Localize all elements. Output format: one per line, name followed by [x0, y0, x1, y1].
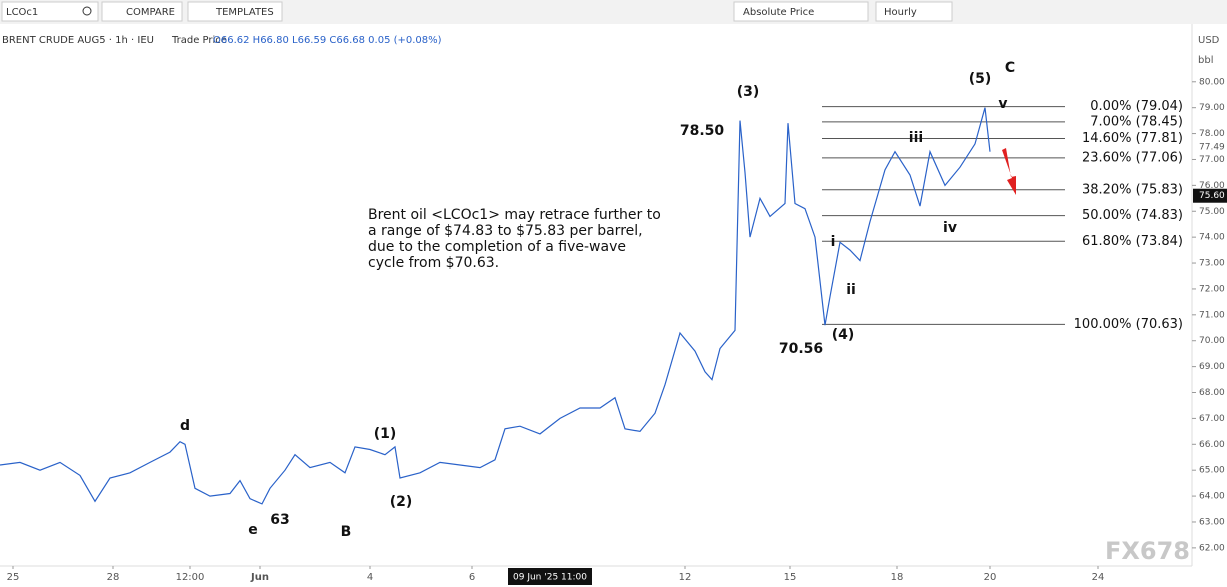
x-tick-label: 12:00 — [176, 572, 205, 583]
symbol[interactable]: LCOc1 — [6, 7, 38, 18]
y-tick-label: 64.00 — [1199, 492, 1225, 502]
x-tick-label: 20 — [984, 572, 997, 583]
x-tick-label: 28 — [107, 572, 120, 583]
y-tick-label: 77.00 — [1199, 155, 1225, 165]
y-tick-label: 68.00 — [1199, 388, 1225, 398]
fib-label: 7.00% (78.45) — [1090, 114, 1183, 129]
wave-label: (2) — [390, 494, 413, 510]
y-tick-label: 66.00 — [1199, 440, 1225, 450]
price-line — [0, 107, 991, 505]
wave-label: 78.50 — [680, 123, 725, 139]
note-line: due to the completion of a five-wave — [368, 239, 626, 255]
compare[interactable]: COMPARE — [126, 7, 175, 18]
y-tick-label: 76.00 — [1199, 181, 1225, 191]
legend-price-type: Trade Price — [171, 35, 227, 46]
marker-price: 77.49 — [1199, 142, 1225, 152]
templates[interactable]: TEMPLATES — [215, 7, 274, 18]
price-mode-select[interactable] — [733, 1, 869, 22]
y-tick-label: 75.00 — [1199, 207, 1225, 217]
wave-label: 70.56 — [779, 341, 823, 357]
legend-title: BRENT CRUDE AUG5 · 1h · IEU — [2, 35, 154, 46]
wave-label: (3) — [737, 84, 760, 100]
y-tick-label: 78.00 — [1199, 129, 1225, 139]
symbol-box[interactable] — [1, 1, 99, 22]
wave-label: d — [180, 418, 190, 434]
y-tick-label: 69.00 — [1199, 362, 1225, 372]
y-tick-label: 73.00 — [1199, 259, 1225, 269]
wave-label: i — [831, 234, 836, 250]
fib-label: 23.60% (77.06) — [1082, 150, 1183, 165]
y-tick-label: 74.00 — [1199, 233, 1225, 243]
toolbar — [0, 0, 1227, 24]
wave-label: C — [1005, 60, 1015, 76]
wave-label: e — [248, 522, 258, 538]
wave-label: iii — [909, 130, 923, 146]
note-line: cycle from $70.63. — [368, 255, 499, 271]
watermark: FX678 — [1105, 537, 1190, 565]
x-tick-label: Jun — [250, 572, 269, 583]
fib-label: 38.20% (75.83) — [1082, 182, 1183, 197]
price-mode[interactable]: Absolute Price — [743, 7, 814, 18]
last-price-label: 75.60 — [1199, 191, 1225, 201]
y-tick-label: 67.00 — [1199, 414, 1225, 424]
x-tick-label: 18 — [891, 572, 904, 583]
fib-label: 100.00% (70.63) — [1074, 317, 1183, 332]
y-tick-label: 71.00 — [1199, 310, 1225, 320]
y-tick-label: 70.00 — [1199, 336, 1225, 346]
x-tick-label: 6 — [469, 572, 475, 583]
interval[interactable]: Hourly — [884, 7, 917, 18]
unit: bbl — [1198, 55, 1213, 66]
x-tick-label: 4 — [367, 572, 373, 583]
wave-label: iv — [943, 220, 957, 236]
fib-label: 0.00% (79.04) — [1090, 99, 1183, 114]
y-tick-label: 80.00 — [1199, 77, 1225, 87]
x-axis-strip — [0, 566, 1227, 587]
wave-label: ii — [846, 282, 856, 298]
last-price-tag — [1193, 188, 1227, 203]
fib-label: 50.00% (74.83) — [1082, 208, 1183, 223]
x-tick-label: 12 — [679, 572, 692, 583]
fib-label: 14.60% (77.81) — [1082, 131, 1183, 146]
compare-button[interactable] — [101, 1, 183, 22]
wave-label: (5) — [969, 71, 992, 87]
note-line: a range of $74.83 to $75.83 per barrel, — [368, 223, 643, 239]
y-tick-label: 72.00 — [1199, 284, 1225, 294]
cursor-label: 09 Jun '25 11:00 — [513, 573, 587, 583]
x-tick-label: 15 — [784, 572, 797, 583]
down-arrow — [1002, 148, 1016, 195]
wave-label: 63 — [270, 512, 289, 528]
wave-label: B — [341, 524, 352, 540]
currency: USD — [1198, 35, 1220, 46]
y-axis-strip — [1192, 24, 1227, 587]
wave-label: (4) — [832, 327, 855, 343]
y-tick-label: 65.00 — [1199, 466, 1225, 476]
wave-label: v — [998, 96, 1007, 112]
wave-label: (1) — [374, 426, 397, 442]
interval-select[interactable] — [875, 1, 953, 22]
templates-button[interactable] — [187, 1, 283, 22]
x-tick-label: 24 — [1092, 572, 1105, 583]
y-tick-label: 79.00 — [1199, 103, 1225, 113]
cursor-tag — [508, 568, 592, 585]
legend-ohlc: O66.62 H66.80 L66.59 C66.68 0.05 (+0.08%… — [213, 35, 442, 46]
search-icon[interactable] — [82, 6, 92, 16]
x-tick-label: 25 — [7, 572, 20, 583]
y-tick-label: 62.00 — [1199, 543, 1225, 553]
fib-label: 61.80% (73.84) — [1082, 234, 1183, 249]
y-tick-label: 63.00 — [1199, 517, 1225, 527]
note-line: Brent oil <LCOc1> may retrace further to — [368, 207, 661, 223]
